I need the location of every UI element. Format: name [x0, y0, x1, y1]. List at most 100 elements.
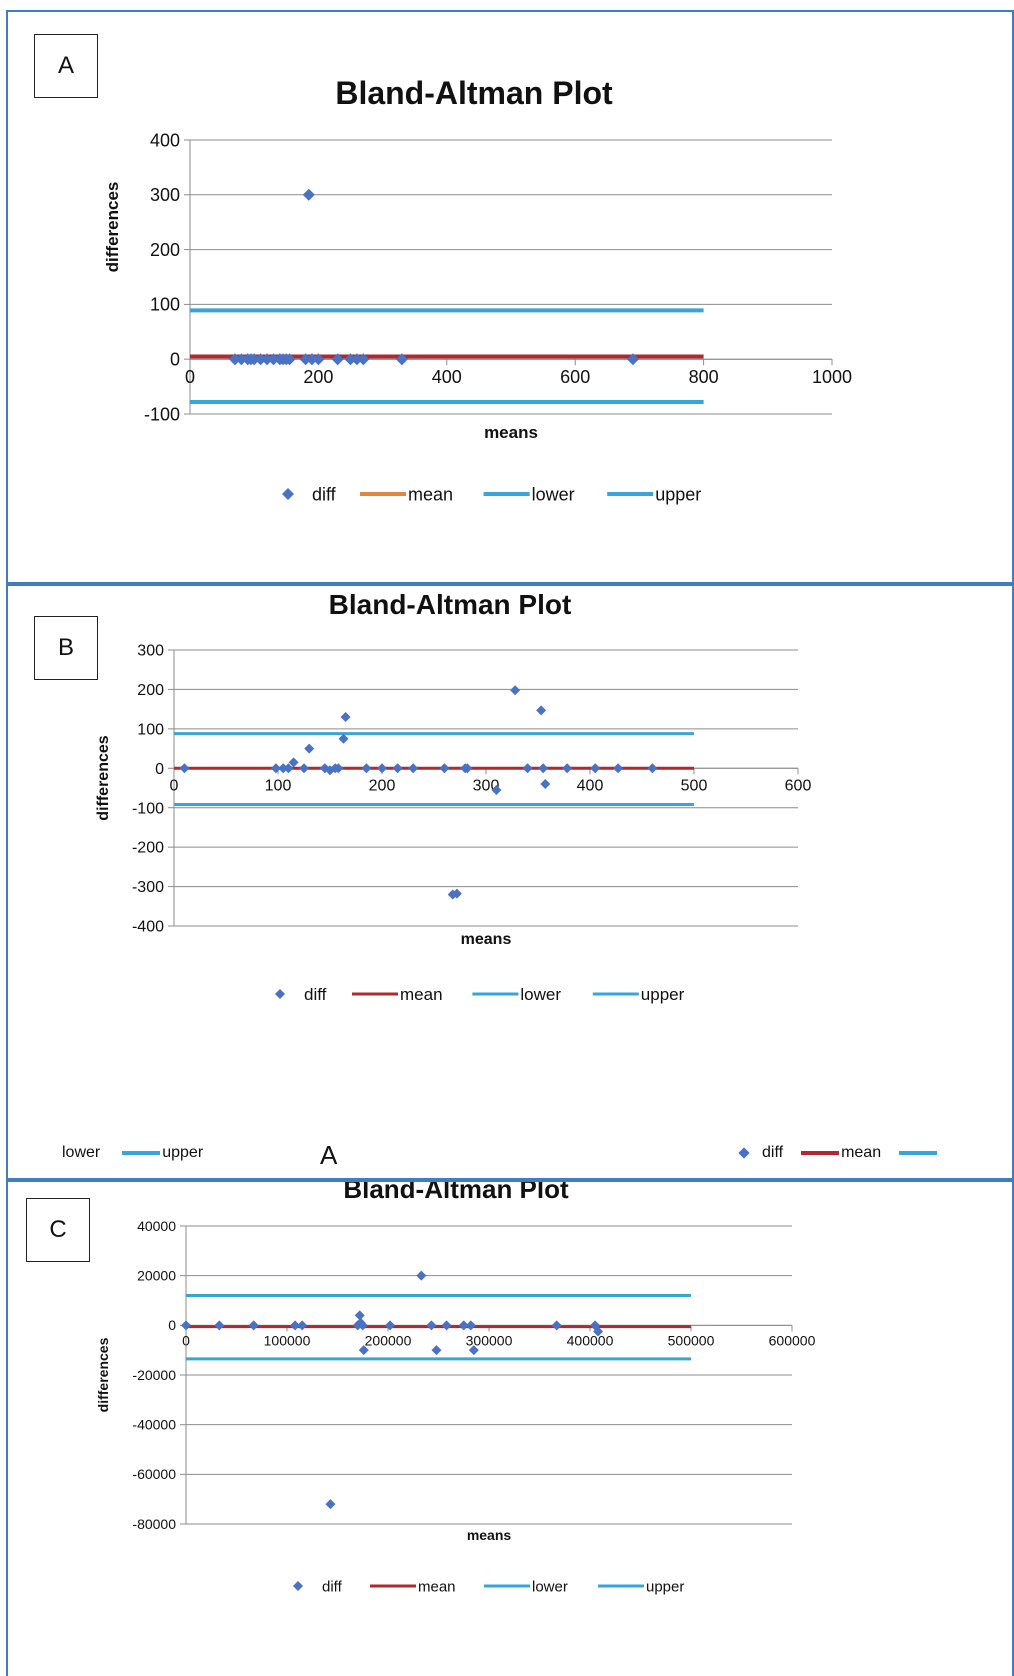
x-axis-label: means	[467, 1527, 512, 1543]
artifact-center-label: A	[320, 1140, 338, 1170]
diff-point	[626, 353, 639, 366]
legend-upper-label: upper	[641, 985, 685, 1004]
y-tick-label: 0	[168, 1317, 176, 1333]
diff-point	[491, 784, 502, 795]
y-tick-label: -100	[144, 404, 180, 424]
y-tick-label: 200	[137, 682, 164, 699]
panel-b: B Bland-Altman Plot -400 -300 -200 -100 0 100 2…	[6, 584, 1014, 1180]
x-tick-label: 100	[265, 777, 292, 794]
panel-label: B	[34, 616, 98, 680]
x-tick-label: 1000	[812, 367, 852, 387]
diff-point	[439, 763, 450, 774]
diff-point	[350, 353, 363, 366]
x-tick-label: 100000	[264, 1332, 311, 1348]
diff-point	[613, 763, 624, 774]
legend-mean-label: mean	[408, 484, 453, 504]
y-tick-label: -400	[132, 919, 164, 936]
diff-point	[181, 1320, 191, 1331]
diff-point	[302, 188, 315, 201]
chart-title: Bland-Altman Plot	[335, 75, 613, 111]
artifact-mean-label: mean	[841, 1144, 882, 1161]
x-axis-label: means	[484, 423, 538, 442]
artifact-mean-swatch	[801, 1151, 840, 1155]
y-tick-label: -300	[132, 879, 164, 896]
diff-point	[408, 763, 419, 774]
y-tick-label: -200	[132, 840, 164, 857]
diff-point	[357, 353, 370, 366]
legend-mean-label: mean	[400, 985, 443, 1004]
diff-point	[331, 353, 344, 366]
diff-point	[299, 353, 312, 366]
y-axis-label: differences	[95, 1337, 111, 1412]
y-tick-label: -80000	[132, 1516, 176, 1532]
legend-diff-label: diff	[322, 1578, 343, 1595]
diff-point	[288, 757, 299, 768]
diff-point	[304, 743, 315, 754]
diff-point	[510, 685, 521, 696]
legend-lower-label: lower	[520, 985, 561, 1004]
x-tick-label: 400000	[567, 1332, 614, 1348]
y-tick-label: -20000	[132, 1367, 176, 1383]
chart-title: Bland-Altman Plot	[329, 589, 572, 620]
diff-point	[312, 353, 325, 366]
diff-point	[299, 763, 309, 774]
artifact-upper-swatch	[122, 1151, 161, 1155]
diff-point	[462, 763, 473, 774]
diff-point	[228, 353, 241, 366]
diff-point	[325, 1499, 336, 1510]
diff-point	[267, 353, 280, 366]
diff-point	[562, 763, 573, 774]
chart-b: Bland-Altman Plot -400 -300 -200 -100 0 100 200…	[95, 589, 811, 1004]
diff-point	[214, 1320, 225, 1331]
panel-label: A	[34, 34, 98, 98]
diff-point	[465, 1320, 476, 1331]
chart-title: Bland-Altman Plot	[343, 1182, 569, 1204]
diff-point	[458, 1320, 469, 1331]
diff-point	[416, 1270, 427, 1281]
legend-artifact-left: lower upper	[62, 1144, 204, 1162]
y-tick-label: -40000	[132, 1417, 176, 1433]
x-tick-label: 500000	[668, 1332, 715, 1348]
legend-artifact-right: diff mean	[738, 1144, 939, 1162]
y-tick-label: 100	[137, 721, 164, 738]
x-tick-label: 400	[432, 367, 462, 387]
diff-point	[590, 763, 601, 774]
artifact-upper-label: upper	[162, 1144, 204, 1161]
diff-point	[522, 763, 533, 774]
diff-point	[361, 763, 372, 774]
diff-point	[590, 1320, 601, 1331]
x-tick-label: 0	[170, 777, 179, 794]
diff-point	[593, 1326, 604, 1337]
chart-c: Bland-Altman Plot -80000 -60000 -40000 -2000…	[95, 1182, 816, 1595]
diff-point	[290, 1320, 301, 1331]
y-tick-label: 400	[150, 130, 180, 150]
diff-point	[283, 763, 294, 774]
artifact-extra-swatch	[899, 1151, 938, 1155]
diff-point	[395, 353, 408, 366]
x-tick-label: 500	[681, 777, 708, 794]
diff-point	[426, 1320, 437, 1331]
diff-point	[392, 763, 403, 774]
legend-diff-marker	[282, 488, 294, 500]
diff-point	[248, 353, 261, 366]
diff-point	[468, 1345, 479, 1356]
artifact-lower-label: lower	[62, 1144, 101, 1161]
diff-point	[248, 1320, 259, 1331]
diff-point	[540, 779, 551, 790]
y-tick-label: 0	[170, 350, 180, 370]
legend-lower-label: lower	[532, 1578, 568, 1595]
diff-point	[278, 763, 289, 774]
y-tick-label: 0	[155, 761, 164, 778]
diff-point	[357, 1320, 368, 1331]
legend-upper-label: upper	[646, 1578, 684, 1595]
diff-point	[235, 353, 248, 366]
plot-area: Bland-Altman Plot -400 -300 -200 -100 0 100 200…	[95, 589, 811, 1004]
y-tick-label: 300	[137, 643, 164, 660]
x-tick-label: 300000	[466, 1332, 513, 1348]
y-tick-label: 200	[150, 240, 180, 260]
artifact-diff-label: diff	[762, 1144, 784, 1161]
y-axis-label: differences	[103, 182, 122, 273]
legend: diff mean lower upper	[282, 484, 701, 504]
diff-point	[377, 763, 387, 774]
panel-a: A Bland-Altman Plot -100 0 100 200 300 400 0 200…	[6, 10, 1014, 584]
